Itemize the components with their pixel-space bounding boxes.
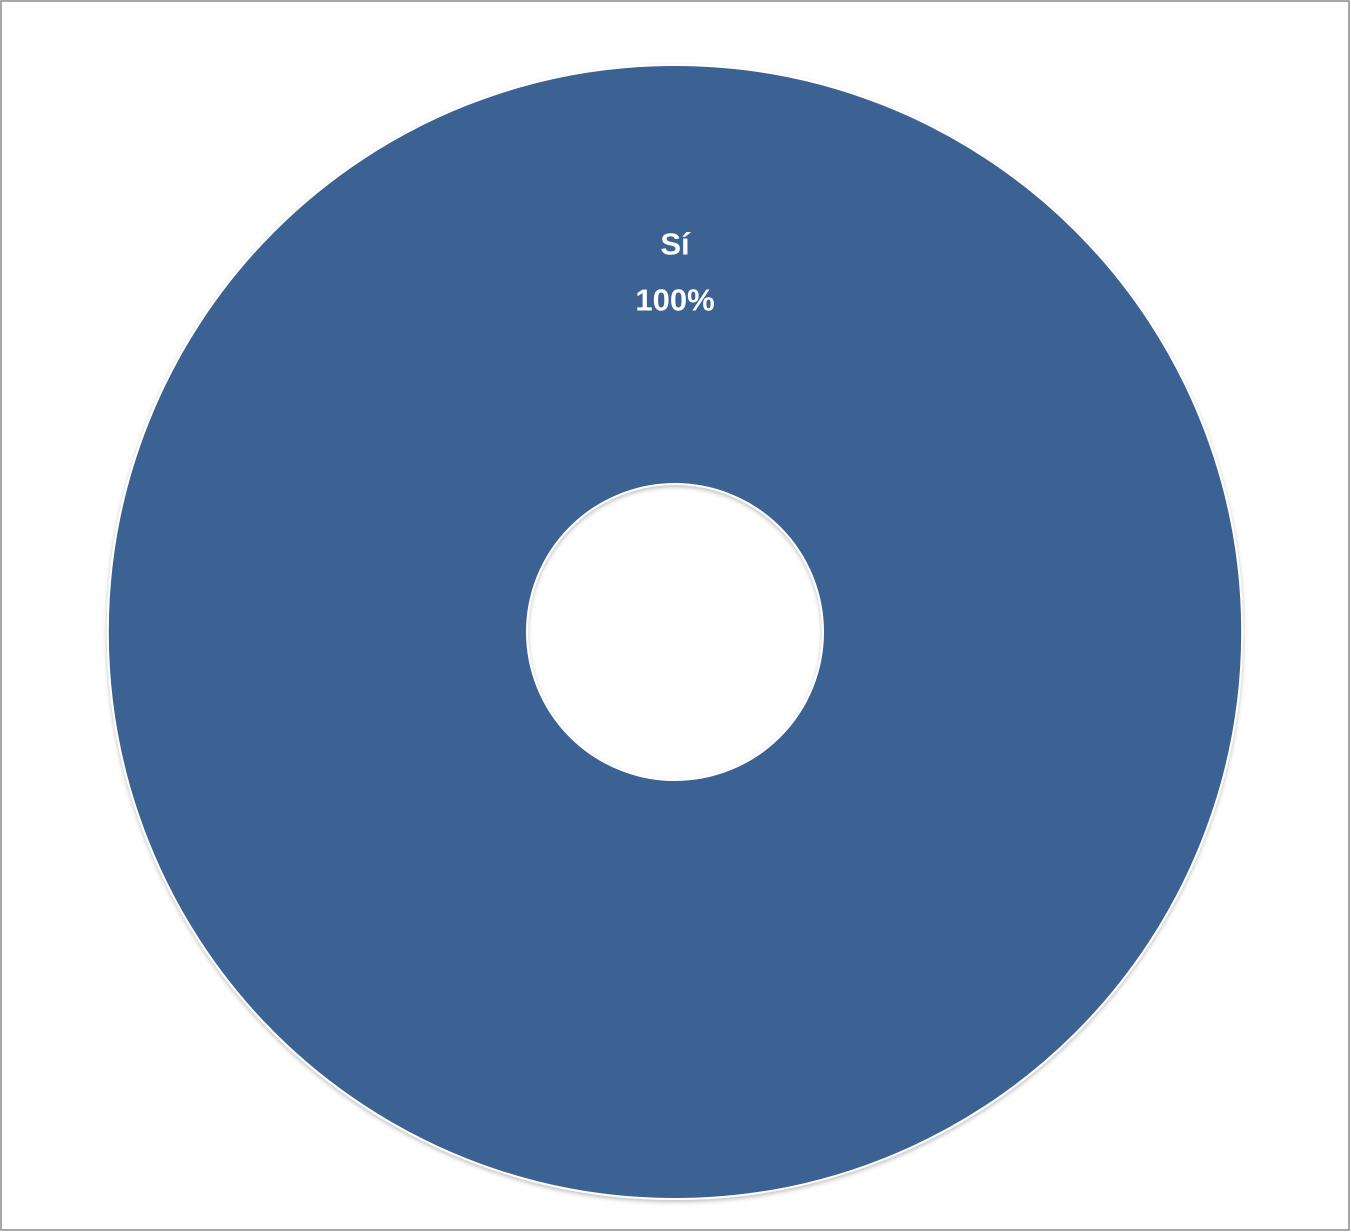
slice-category-label: Sí [660,227,691,262]
slice-value-label: 100% [635,283,714,318]
donut-slice [107,63,1243,1201]
plot-area: Sí 100% [107,63,1243,1201]
